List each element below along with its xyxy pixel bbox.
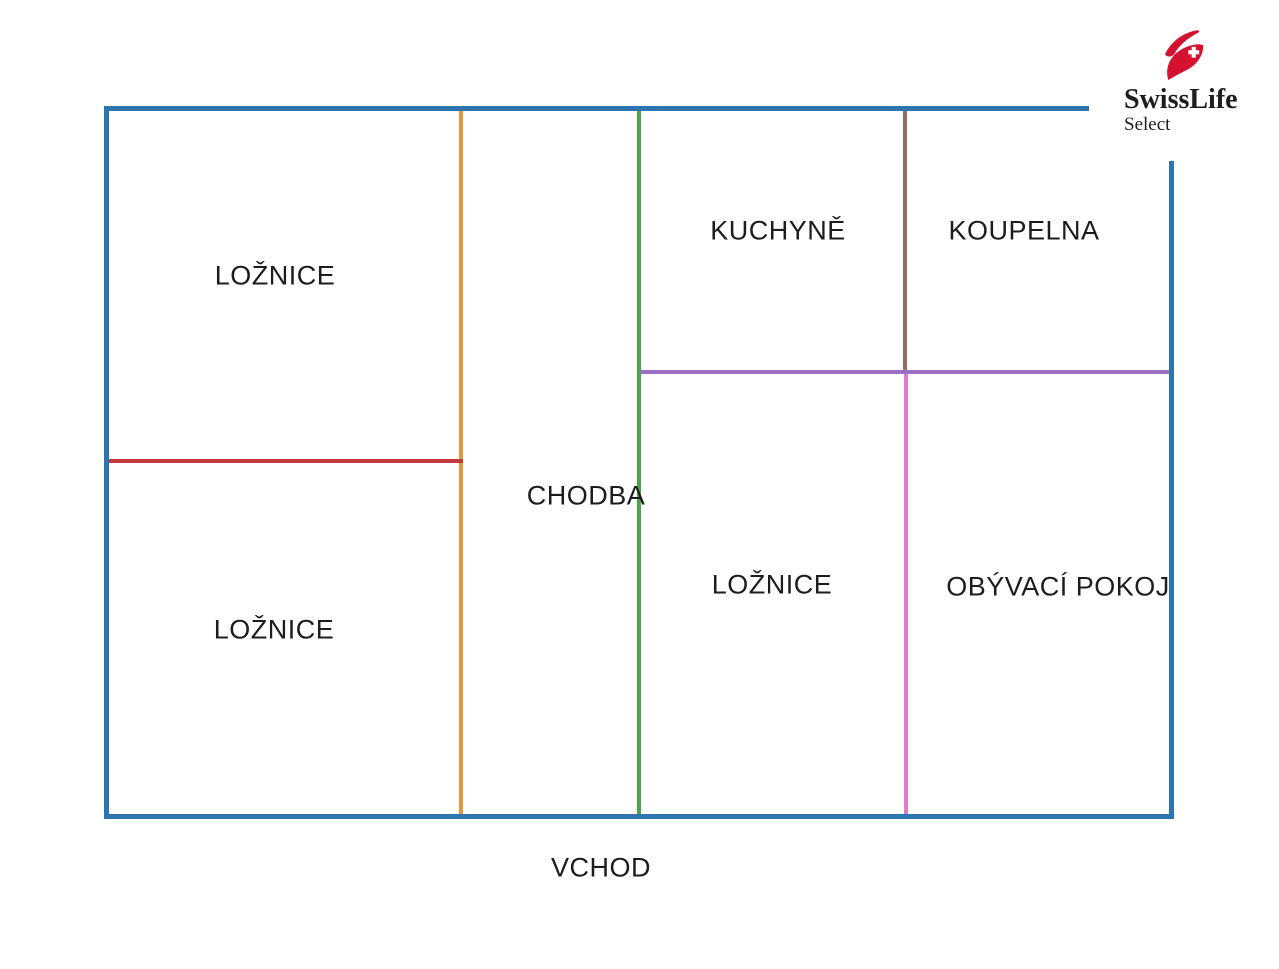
divider-green-vertical: [637, 111, 641, 814]
room-label-bathroom: KOUPELNA: [948, 215, 1100, 246]
room-label-bedroom-bottom-left: LOŽNICE: [213, 614, 335, 645]
room-label-bedroom-top-left: LOŽNICE: [214, 260, 336, 291]
room-label-bedroom-middle: LOŽNICE: [711, 569, 833, 600]
divider-red-horizontal: [109, 459, 463, 463]
wall-outer-left: [104, 106, 109, 819]
divider-brown-vertical: [903, 111, 907, 372]
logo-sub-text: Select: [1124, 114, 1171, 135]
room-label-hallway: CHODBA: [526, 480, 646, 511]
swisslife-swoosh-icon: [1155, 28, 1205, 84]
logo-brand-text: SwissLife: [1124, 84, 1238, 115]
wall-outer-right: [1169, 161, 1174, 819]
divider-pink-vertical: [904, 374, 908, 814]
swisslife-select-logo: SwissLife Select: [1124, 28, 1274, 135]
wall-outer-bottom: [104, 814, 1174, 819]
room-label-kitchen: KUCHYNĚ: [710, 215, 846, 246]
room-label-living-room: OBÝVACÍ POKOJ: [946, 571, 1170, 602]
divider-purple-horizontal: [641, 370, 1169, 374]
room-label-entrance: VCHOD: [550, 852, 652, 883]
wall-outer-top: [104, 106, 1089, 111]
